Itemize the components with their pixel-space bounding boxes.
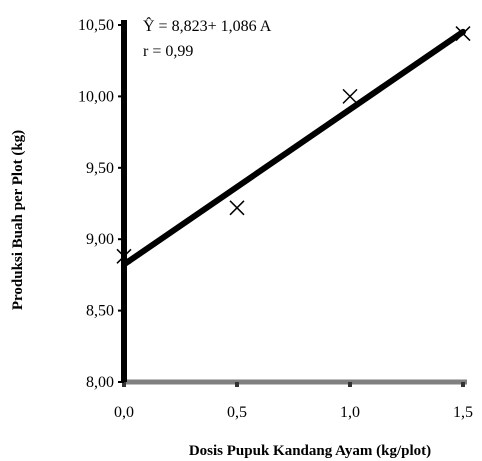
y-tick-label-3: 9,50 (86, 160, 114, 177)
y-tick-marks (118, 24, 124, 383)
y-tick-label-2: 9,00 (86, 231, 114, 248)
y-tick-label-4: 10,00 (78, 88, 114, 105)
x-tick-label-0: 0,0 (114, 404, 134, 421)
x-axis-title: Dosis Pupuk Kandang Ayam (kg/plot) (189, 443, 431, 459)
x-tick-label-2: 1,0 (340, 404, 360, 421)
y-tick-label-1: 8,50 (86, 303, 114, 320)
data-point-stroke (116, 248, 132, 264)
regression-equation: Ŷ = 8,823+ 1,086 A (143, 16, 272, 35)
y-tick-label-0: 8,00 (86, 374, 114, 391)
data-points (116, 26, 471, 264)
regression-line (121, 28, 466, 268)
y-tick-labels: 8,00 8,50 9,00 9,50 10,00 10,50 (78, 17, 114, 391)
x-tick-labels: 0,0 0,5 1,0 1,5 (114, 404, 473, 421)
data-point-stroke (455, 26, 471, 42)
data-point-0 (116, 248, 132, 264)
correlation-coefficient: r = 0,99 (143, 43, 193, 60)
data-point-1 (229, 200, 245, 216)
data-point-3 (455, 26, 471, 42)
data-point-stroke (342, 88, 358, 104)
data-point-2 (342, 88, 358, 104)
y-axis-title: Produksi Buah per Plot (kg) (10, 130, 26, 310)
data-point-stroke (229, 200, 245, 216)
x-tick-label-3: 1,5 (453, 404, 473, 421)
x-tick-label-1: 0,5 (227, 404, 247, 421)
y-tick-label-5: 10,50 (78, 17, 114, 34)
